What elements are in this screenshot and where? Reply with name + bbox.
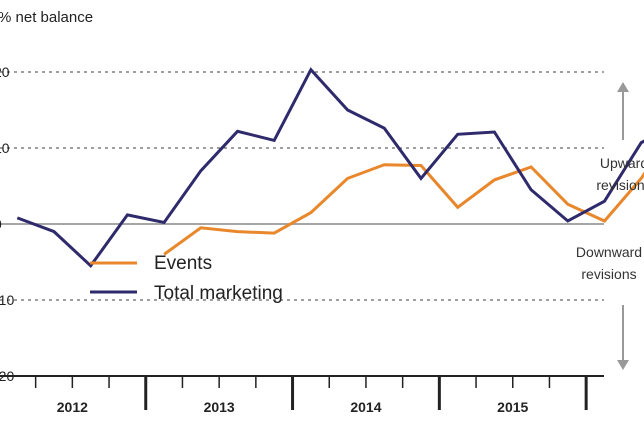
- legend-label-total-marketing: Total marketing: [154, 283, 283, 304]
- y-tick-label: 0: [0, 216, 2, 232]
- legend: Events Total marketing: [90, 253, 283, 304]
- y-tick-label: 10: [0, 140, 10, 156]
- upward-revisions-label: Upwardrevisions: [596, 155, 644, 193]
- series-lines: [16, 67, 644, 269]
- gridlines: [0, 71, 604, 301]
- legend-label-events: Events: [154, 253, 212, 274]
- x-tick-label-2015: 2015: [497, 399, 528, 415]
- downward-arrow-icon: [617, 360, 629, 370]
- series-line-total-marketing: [16, 67, 644, 269]
- x-tick-label-2012: 2012: [57, 399, 88, 415]
- x-tick-label-2014: 2014: [350, 399, 381, 415]
- y-tick-label: -10: [0, 292, 14, 308]
- upward-arrow-icon: [617, 82, 629, 92]
- y-tick-label: 20: [0, 64, 10, 80]
- downward-revisions-label: Downward revisions: [576, 244, 642, 282]
- y-axis-label: % net balance: [0, 9, 93, 26]
- series-line-events: [163, 163, 644, 256]
- x-tick-label-2013: 2013: [204, 399, 235, 415]
- x-axis: 20122013201420152016: [0, 375, 644, 415]
